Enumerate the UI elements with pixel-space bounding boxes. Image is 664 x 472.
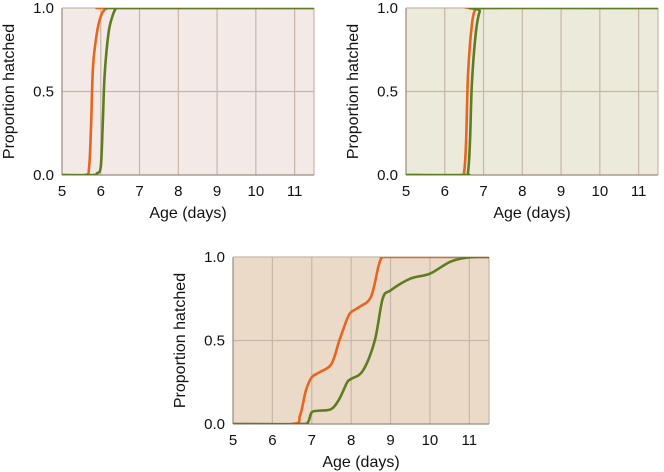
chart-panel-2: 5 6 7 8 9 10 11 0.0 0.5 1.0 Age (days) Proportion h… [345,0,659,222]
x-tick-label: 5 [229,432,237,449]
x-tick-label: 11 [631,183,647,200]
x-tick-label: 7 [479,183,487,200]
x-tick-label: 5 [402,183,410,200]
series-line-1 [233,257,489,424]
x-axis-label: Age (days) [149,205,226,222]
y-tick-label: 0.0 [33,167,54,184]
chart-panel-3: 5 6 7 8 9 10 11 0.0 0.5 1.0 Age (days) Proportion h… [172,249,490,471]
series-line-2 [233,257,489,424]
x-axis-label: Age (days) [493,205,570,222]
chart-panel-1: 5 6 7 8 9 10 11 0.0 0.5 1.0 Age (days) Proportion h… [1,0,315,222]
series-line-1 [62,8,314,175]
x-tick-label: 11 [462,432,478,449]
x-tick-label: 7 [308,432,316,449]
y-tick-label: 1.0 [377,0,398,17]
x-tick-label: 6 [441,183,449,200]
y-axis-label: Proportion hatched [1,24,18,159]
y-tick-label: 1.0 [33,0,54,17]
x-tick-label: 8 [347,432,355,449]
x-tick-label: 10 [248,183,265,200]
series-line-1 [406,8,658,175]
y-tick-label: 0.0 [377,167,398,184]
x-tick-label: 9 [213,183,221,200]
x-tick-label: 9 [557,183,565,200]
x-tick-label: 9 [386,432,394,449]
y-axis-label: Proportion hatched [345,24,362,159]
y-tick-label: 0.5 [204,333,225,350]
y-tick-label: 0.0 [204,416,225,433]
x-tick-label: 6 [268,432,276,449]
x-tick-label: 7 [135,183,143,200]
y-tick-label: 1.0 [204,249,225,266]
series-line-2 [406,8,658,175]
x-tick-label: 8 [174,183,182,200]
grid [406,8,659,175]
x-tick-label: 5 [58,183,66,200]
x-tick-label: 8 [518,183,526,200]
x-tick-label: 6 [97,183,105,200]
y-tick-label: 0.5 [377,84,398,101]
x-tick-label: 10 [422,432,439,449]
x-tick-label: 11 [287,183,303,200]
x-tick-label: 10 [592,183,609,200]
x-axis-label: Age (days) [322,454,399,471]
grid [233,257,490,424]
series-line-2 [62,8,314,175]
y-axis-label: Proportion hatched [172,273,189,408]
y-tick-label: 0.5 [33,84,54,101]
